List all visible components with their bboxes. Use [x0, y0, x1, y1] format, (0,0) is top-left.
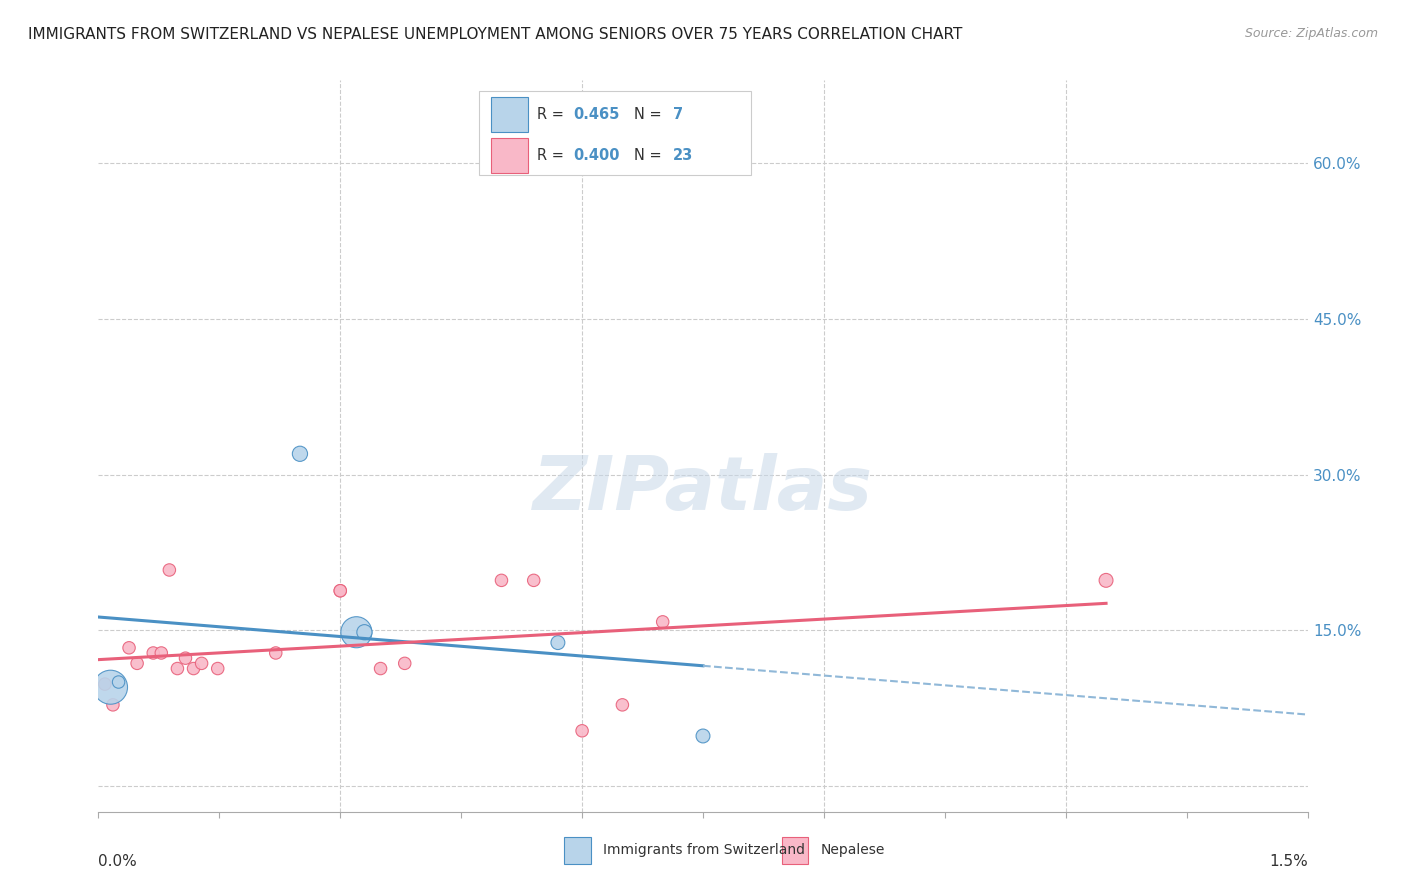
- Point: [344, 625, 367, 640]
- Text: 0.400: 0.400: [574, 148, 620, 163]
- Point: [692, 729, 714, 743]
- Bar: [782, 837, 808, 864]
- Point: [150, 646, 173, 660]
- Point: [491, 574, 513, 588]
- Text: R =: R =: [537, 148, 569, 163]
- Bar: [492, 97, 527, 132]
- Bar: [479, 91, 751, 176]
- Point: [329, 583, 352, 598]
- Point: [183, 661, 205, 675]
- Text: Nepalese: Nepalese: [820, 844, 884, 857]
- Point: [100, 680, 122, 694]
- Point: [547, 635, 569, 649]
- Point: [612, 698, 634, 712]
- Y-axis label: Unemployment Among Seniors over 75 years: Unemployment Among Seniors over 75 years: [0, 288, 7, 604]
- Text: R =: R =: [537, 107, 569, 122]
- Point: [1095, 574, 1118, 588]
- Point: [127, 657, 149, 671]
- Point: [571, 723, 593, 738]
- Text: N =: N =: [634, 107, 666, 122]
- Text: N =: N =: [634, 148, 666, 163]
- Point: [157, 563, 180, 577]
- Point: [94, 677, 117, 691]
- Text: Source: ZipAtlas.com: Source: ZipAtlas.com: [1244, 27, 1378, 40]
- Point: [523, 574, 546, 588]
- Text: 23: 23: [672, 148, 693, 163]
- Text: 1.5%: 1.5%: [1268, 855, 1308, 869]
- Point: [101, 698, 124, 712]
- Text: ZIPatlas: ZIPatlas: [533, 453, 873, 526]
- Point: [264, 646, 287, 660]
- Point: [329, 583, 352, 598]
- Bar: [564, 837, 591, 864]
- Text: IMMIGRANTS FROM SWITZERLAND VS NEPALESE UNEMPLOYMENT AMONG SENIORS OVER 75 YEARS: IMMIGRANTS FROM SWITZERLAND VS NEPALESE …: [28, 27, 963, 42]
- Text: Immigrants from Switzerland: Immigrants from Switzerland: [603, 844, 804, 857]
- Bar: [492, 138, 527, 173]
- Point: [166, 661, 188, 675]
- Point: [207, 661, 229, 675]
- Point: [118, 640, 141, 655]
- Text: 0.0%: 0.0%: [98, 855, 138, 869]
- Text: 7: 7: [672, 107, 683, 122]
- Point: [353, 625, 375, 640]
- Point: [288, 447, 311, 461]
- Point: [174, 651, 197, 665]
- Point: [107, 675, 129, 690]
- Point: [651, 615, 673, 629]
- Point: [394, 657, 416, 671]
- Point: [190, 657, 212, 671]
- Point: [370, 661, 392, 675]
- Text: 0.465: 0.465: [574, 107, 620, 122]
- Point: [142, 646, 165, 660]
